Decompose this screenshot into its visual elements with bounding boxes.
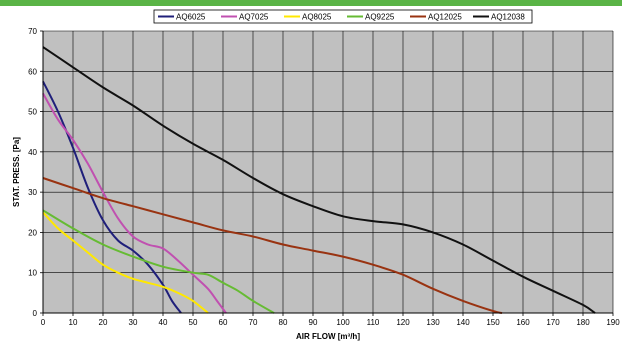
x-tick-label: 120 xyxy=(396,318,410,327)
x-tick-label: 180 xyxy=(576,318,590,327)
y-tick-label: 20 xyxy=(28,228,37,237)
legend-label-aq12025: AQ12025 xyxy=(428,13,462,22)
x-tick-label: 100 xyxy=(336,318,350,327)
plot-area xyxy=(43,31,613,313)
series-line-aq9225 xyxy=(42,209,275,314)
x-tick-label: 160 xyxy=(516,318,530,327)
x-tick-label: 150 xyxy=(486,318,500,327)
legend-label-aq8025: AQ8025 xyxy=(302,13,332,22)
series-line-aq8025 xyxy=(42,211,209,314)
y-tick-label: 40 xyxy=(28,148,37,157)
x-tick-label: 170 xyxy=(546,318,560,327)
x-tick-label: 80 xyxy=(279,318,288,327)
x-tick-label: 0 xyxy=(41,318,46,327)
legend-label-aq12038: AQ12038 xyxy=(491,13,525,22)
legend-label-aq6025: AQ6025 xyxy=(176,13,206,22)
x-tick-label: 50 xyxy=(189,318,198,327)
x-tick-label: 60 xyxy=(219,318,228,327)
x-axis-title: AIR FLOW [m³/h] xyxy=(296,332,360,341)
y-tick-label: 70 xyxy=(28,27,37,36)
series-line-aq7025 xyxy=(42,92,227,314)
x-tick-label: 140 xyxy=(456,318,470,327)
series-lines xyxy=(42,46,596,314)
x-tick-label: 90 xyxy=(309,318,318,327)
legend-label-aq9225: AQ9225 xyxy=(365,13,395,22)
y-tick-label: 0 xyxy=(33,309,38,318)
top-accent-bar xyxy=(0,0,622,6)
legend-box xyxy=(153,9,533,24)
series-line-aq12025 xyxy=(42,177,503,314)
y-tick-label: 10 xyxy=(28,269,37,278)
y-tick-label: 30 xyxy=(28,188,37,197)
series-line-aq6025 xyxy=(42,80,182,314)
x-tick-label: 130 xyxy=(426,318,440,327)
legend: AQ6025 AQ7025 AQ8025 AQ9225 AQ12025 AQ12038 xyxy=(153,9,533,24)
x-tick-label: 20 xyxy=(99,318,108,327)
x-tick-label: 40 xyxy=(159,318,168,327)
legend-label-aq7025: AQ7025 xyxy=(239,13,269,22)
y-tick-label: 50 xyxy=(28,108,37,117)
y-tick-label: 60 xyxy=(28,67,37,76)
x-tick-label: 190 xyxy=(606,318,620,327)
x-tick-label: 10 xyxy=(69,318,78,327)
axes: 0 10 20 30 40 50 60 70 80 90 100 110 120 130 140 150 160… xyxy=(28,27,620,327)
x-tick-label: 70 xyxy=(249,318,258,327)
y-axis-title: STAT. PRESS. [Pa] xyxy=(12,137,21,207)
x-tick-label: 30 xyxy=(129,318,138,327)
series-line-aq12038 xyxy=(42,46,596,314)
x-tick-label: 110 xyxy=(367,318,380,327)
